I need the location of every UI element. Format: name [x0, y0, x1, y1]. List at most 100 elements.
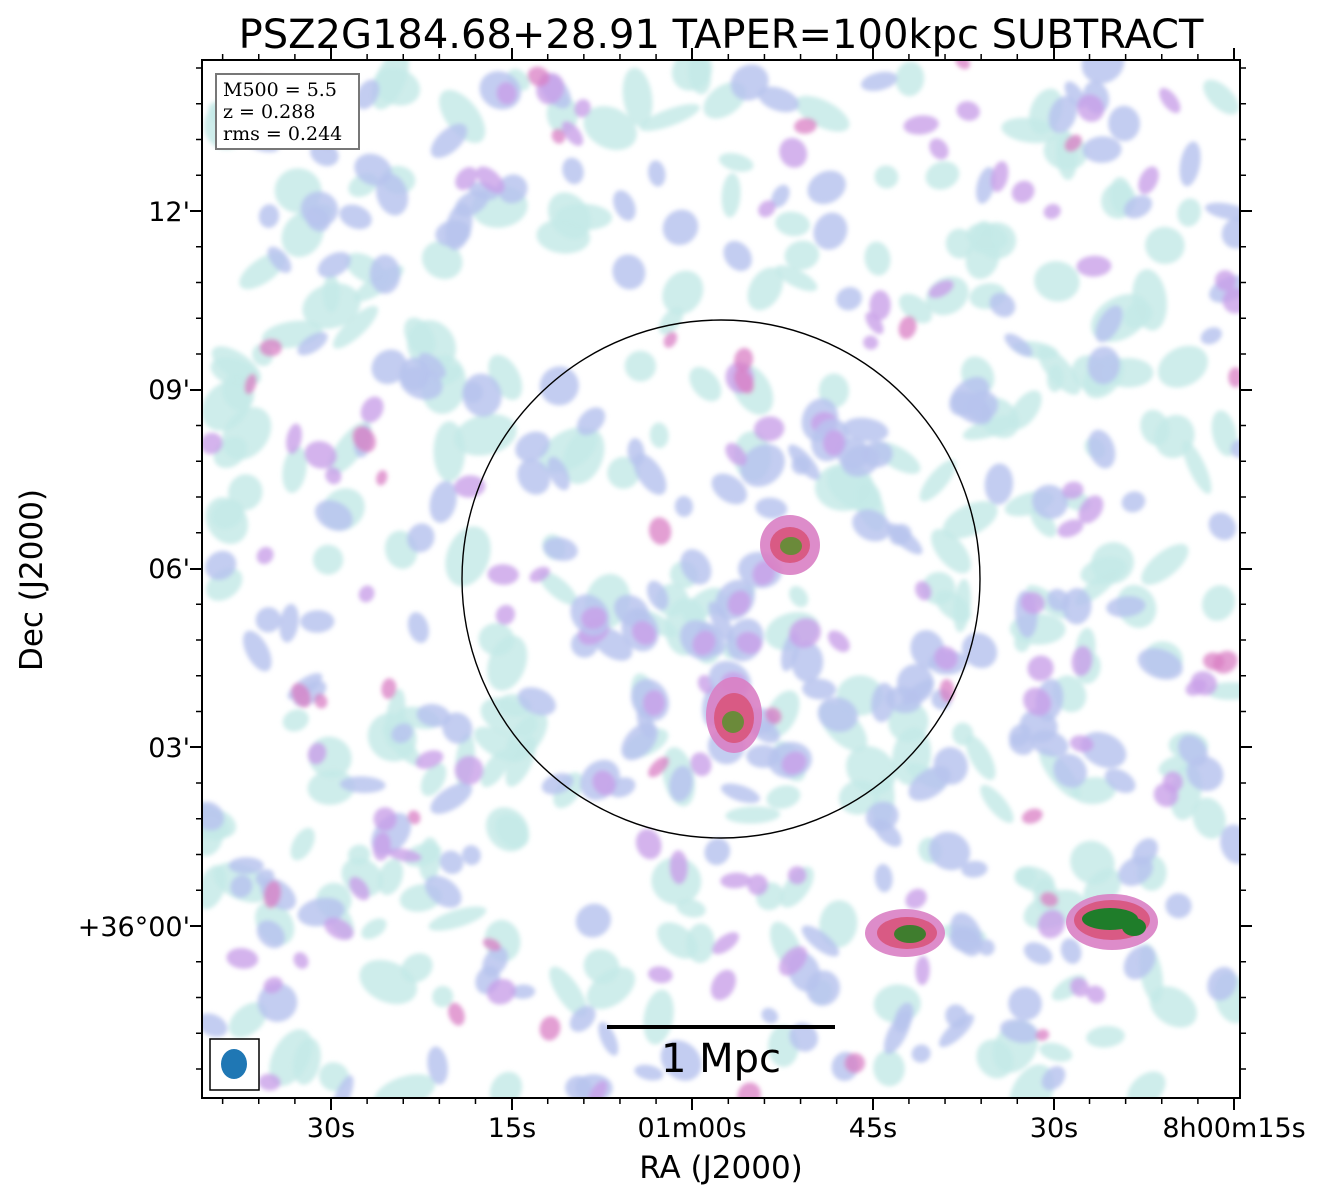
heatmap-blob — [740, 444, 785, 487]
heatmap-blob — [1053, 753, 1087, 788]
x-tick-label: 01m00s — [637, 1113, 746, 1144]
heatmap-blob — [925, 161, 960, 190]
heatmap-blob — [662, 209, 699, 246]
heatmap-blob — [747, 267, 784, 311]
heatmap-blob — [915, 955, 930, 986]
heatmap-blob — [211, 499, 244, 530]
heatmap-blob — [1165, 893, 1192, 919]
source-far-southeast — [1066, 894, 1158, 950]
heatmap-blob — [787, 866, 807, 885]
heatmap-blob — [950, 912, 983, 957]
heatmap-blob — [1030, 730, 1069, 757]
heatmap-blob — [486, 978, 516, 1005]
heatmap-blob — [874, 165, 899, 189]
heatmap-blob — [211, 346, 261, 385]
heatmap-blob — [517, 687, 556, 716]
heatmap-blob — [420, 763, 447, 797]
heatmap-blob — [836, 287, 862, 311]
info-redshift: z = 0.288 — [223, 101, 315, 123]
heatmap-blob — [711, 473, 748, 505]
heatmap-blob — [387, 848, 422, 862]
heatmap-blob — [258, 1073, 281, 1091]
heatmap-blob — [455, 167, 478, 191]
heatmap-blob — [1046, 364, 1064, 393]
heatmap-blob — [561, 121, 584, 146]
heatmap-blob — [874, 863, 893, 893]
heatmap-blob — [765, 707, 782, 725]
heatmap-blob — [1214, 270, 1236, 292]
heatmap-blob — [1123, 945, 1156, 980]
heatmap-blob — [583, 949, 620, 984]
heatmap-blob — [955, 60, 970, 70]
heatmap-blob — [1027, 655, 1054, 682]
heatmap-blob — [373, 67, 421, 106]
heatmap-blob — [929, 138, 949, 160]
heatmap-blob — [487, 564, 519, 585]
heatmap-blob — [305, 206, 330, 232]
heatmap-blob — [911, 1044, 931, 1063]
heatmap-blob — [1069, 735, 1094, 753]
heatmap-blob — [496, 82, 517, 105]
heatmap-blob — [439, 850, 464, 875]
x-tick-label: 30s — [307, 1113, 355, 1144]
heatmap-blob — [1182, 440, 1212, 495]
heatmap-blob — [1095, 305, 1123, 343]
heatmap-blob — [612, 254, 646, 290]
heatmap-blob — [648, 756, 670, 778]
heatmap-blob — [1048, 95, 1077, 134]
heatmap-blob — [860, 71, 898, 92]
heatmap-blob — [634, 1064, 664, 1081]
heatmap-blob — [487, 635, 528, 691]
heatmap-blob — [895, 61, 925, 97]
heatmap-blob — [1000, 1019, 1039, 1044]
info-box: M500 = 5.5 z = 0.288 rms = 0.244 — [215, 73, 360, 150]
heatmap-blob — [1132, 269, 1167, 331]
heatmap-blob — [1127, 1071, 1166, 1098]
heatmap-blob — [1149, 986, 1197, 1028]
heatmap-blob — [1021, 808, 1043, 824]
heatmap-blob — [445, 526, 491, 587]
heatmap-blob — [322, 274, 340, 313]
heatmap-blob — [1041, 1066, 1066, 1091]
heatmap-blob — [1020, 591, 1045, 615]
heatmap-blob — [846, 745, 897, 795]
heatmap-blob — [1040, 891, 1059, 907]
heatmap-blob — [642, 690, 666, 716]
heatmap-blob — [1121, 491, 1146, 513]
heatmap-blob — [942, 501, 998, 539]
heatmap-blob — [592, 770, 616, 796]
heatmap-blob — [243, 630, 272, 672]
heatmap-blob — [648, 517, 672, 545]
axis-ticks — [190, 48, 1252, 1110]
source-center-south — [706, 677, 762, 753]
heatmap-blob — [761, 1007, 779, 1024]
heatmap-blob — [430, 123, 468, 158]
heatmap-blob — [230, 874, 253, 898]
heatmap-blob — [984, 463, 1014, 505]
source-southeast — [865, 909, 945, 957]
heatmap-blob — [898, 315, 917, 340]
heatmap-blob — [1207, 966, 1237, 1001]
heatmap-blob — [892, 727, 932, 786]
heatmap-blob — [485, 807, 529, 852]
heatmap-blob — [442, 712, 473, 744]
heatmap-blob — [304, 441, 337, 469]
heatmap-blob — [736, 631, 762, 655]
heatmap-blob — [841, 445, 880, 477]
x-tick-label: 45s — [849, 1113, 897, 1144]
heatmap-blob — [1076, 94, 1105, 122]
heatmap-blob — [928, 280, 954, 299]
heatmap-blob — [515, 431, 550, 462]
y-tick-labels: 12' 09' 06' 03' +36°00' — [78, 197, 190, 943]
heatmap-blob — [689, 366, 722, 402]
heatmap-blob — [648, 160, 666, 187]
heatmap-blob — [539, 1016, 561, 1041]
heatmap-blob — [562, 157, 584, 185]
heatmap-blob — [1220, 824, 1240, 864]
heatmap-blob — [205, 550, 237, 581]
heatmap-blob — [908, 766, 951, 801]
heatmap-blob — [784, 240, 820, 270]
heatmap-blob — [737, 1082, 761, 1098]
heatmap-blob — [369, 254, 401, 294]
heatmap-blob — [355, 79, 380, 110]
